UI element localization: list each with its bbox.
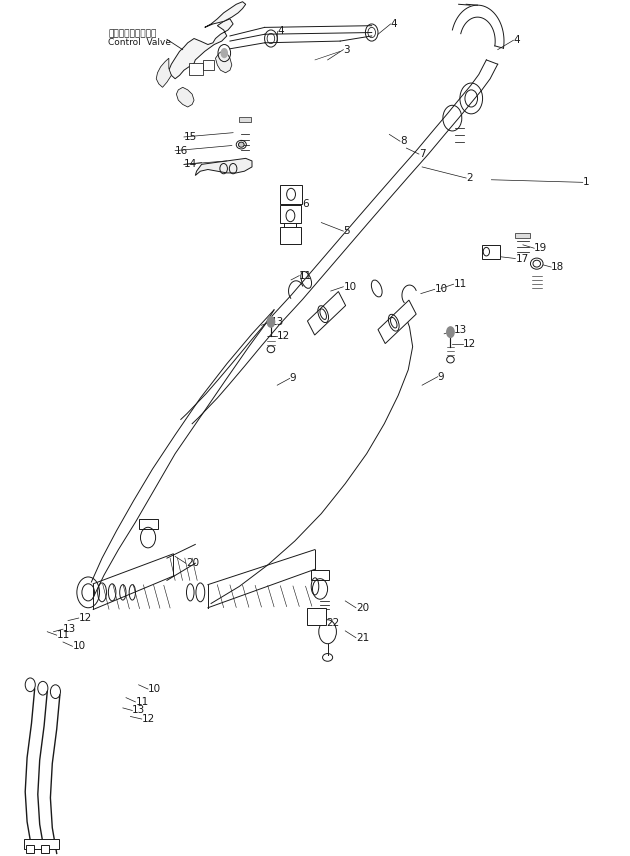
Text: 12: 12 <box>142 714 155 724</box>
Bar <box>482 245 500 259</box>
Polygon shape <box>139 519 158 529</box>
Bar <box>280 227 301 244</box>
Text: 5: 5 <box>343 226 350 236</box>
Polygon shape <box>195 158 252 175</box>
Text: 10: 10 <box>72 641 86 651</box>
Text: 13: 13 <box>454 325 467 336</box>
Text: 2: 2 <box>466 173 473 183</box>
Text: 9: 9 <box>438 372 445 382</box>
Polygon shape <box>176 87 194 107</box>
Text: 16: 16 <box>175 146 188 156</box>
Bar <box>239 117 251 122</box>
Text: 4: 4 <box>513 35 520 45</box>
Text: 15: 15 <box>184 132 197 142</box>
Text: 3: 3 <box>343 45 350 55</box>
Text: コントロールバルブ: コントロールバルブ <box>108 30 157 39</box>
Text: 4: 4 <box>391 19 398 29</box>
Polygon shape <box>156 58 171 87</box>
Text: 21: 21 <box>356 633 369 643</box>
Circle shape <box>266 316 275 328</box>
Bar <box>378 300 416 343</box>
Text: 13: 13 <box>271 317 284 327</box>
Text: 12: 12 <box>277 331 290 342</box>
Text: 10: 10 <box>343 282 357 292</box>
Circle shape <box>446 326 455 338</box>
Text: 17: 17 <box>515 253 529 264</box>
Text: 8: 8 <box>400 136 407 146</box>
Bar <box>280 205 301 223</box>
Bar <box>24 839 59 849</box>
Bar <box>307 292 346 335</box>
Text: 20: 20 <box>186 558 199 568</box>
Bar <box>280 185 302 204</box>
Text: 19: 19 <box>534 243 547 253</box>
Text: 11: 11 <box>57 630 70 640</box>
Bar <box>203 60 214 70</box>
Text: 7: 7 <box>419 149 426 159</box>
Text: 13: 13 <box>132 705 146 716</box>
Text: 10: 10 <box>435 284 448 294</box>
Circle shape <box>220 48 228 58</box>
Text: 10: 10 <box>148 684 161 694</box>
Bar <box>26 845 34 853</box>
Bar <box>307 608 326 625</box>
Text: 14: 14 <box>184 159 197 169</box>
Polygon shape <box>215 51 232 73</box>
Text: 9: 9 <box>290 373 297 383</box>
Text: 12: 12 <box>79 613 92 623</box>
Bar <box>41 845 49 853</box>
Text: 6: 6 <box>302 199 309 209</box>
Text: 12: 12 <box>463 339 476 349</box>
Polygon shape <box>169 19 233 79</box>
Text: 11: 11 <box>135 697 149 707</box>
Text: 18: 18 <box>551 262 564 272</box>
Text: 1: 1 <box>583 177 590 187</box>
Ellipse shape <box>238 142 244 147</box>
Polygon shape <box>311 570 329 580</box>
Text: 11: 11 <box>299 270 312 281</box>
Text: 20: 20 <box>356 603 369 613</box>
Bar <box>515 233 530 238</box>
Polygon shape <box>205 2 246 27</box>
Text: 22: 22 <box>326 618 340 628</box>
Text: 13: 13 <box>63 624 76 634</box>
Text: 4: 4 <box>277 26 284 36</box>
Text: Control  Valve: Control Valve <box>108 39 171 47</box>
Bar <box>189 63 203 75</box>
Ellipse shape <box>530 259 543 269</box>
Text: 11: 11 <box>454 279 467 289</box>
